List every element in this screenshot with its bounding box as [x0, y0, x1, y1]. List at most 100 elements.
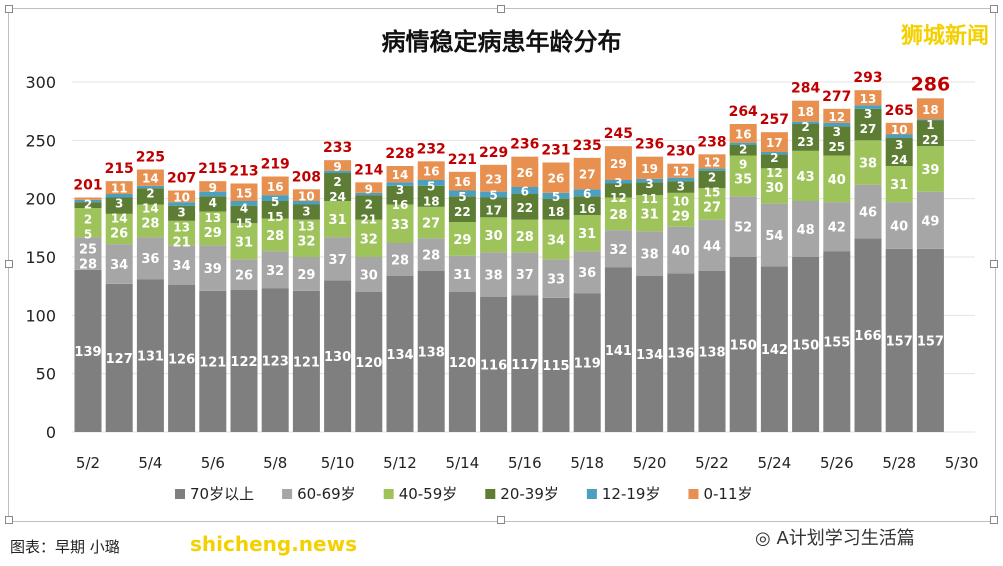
- segment-label: 24: [329, 190, 346, 204]
- bar-segment: [74, 269, 102, 432]
- resize-handle[interactable]: [497, 5, 505, 13]
- segment-label: 2: [770, 151, 778, 165]
- segment-label: 25: [79, 243, 97, 258]
- resize-handle[interactable]: [990, 5, 998, 13]
- bar-segment: [823, 202, 851, 252]
- total-label: 265: [885, 103, 914, 119]
- total-label: 235: [573, 138, 602, 154]
- segment-label: 16: [454, 175, 471, 189]
- segment-label: 37: [516, 268, 534, 283]
- segment-label: 32: [360, 232, 378, 247]
- bar-segment: [292, 290, 320, 432]
- segment-label: 5: [84, 228, 92, 242]
- bar-segment: [542, 219, 570, 260]
- segment-label: 5: [489, 189, 497, 203]
- segment-label: 138: [418, 346, 445, 361]
- bar-segment: [230, 205, 258, 224]
- bar-segment: [386, 243, 414, 276]
- resize-handle[interactable]: [5, 5, 13, 13]
- segment-label: 3: [614, 176, 622, 190]
- bar-segment: [604, 180, 632, 184]
- segment-label: 126: [168, 353, 195, 368]
- bar-segment: [760, 132, 788, 152]
- segment-label: 4: [209, 196, 217, 210]
- x-tick-label: 5/24: [758, 454, 792, 472]
- bar-segment: [542, 198, 570, 220]
- bar-segment: [417, 161, 445, 180]
- segment-label: 37: [329, 253, 347, 268]
- chart-title: 病情稳定病患年龄分布: [381, 28, 622, 56]
- total-label: 286: [911, 73, 951, 95]
- x-tick-label: 5/18: [570, 454, 604, 472]
- bar-segment: [698, 168, 726, 171]
- segment-label: 30: [765, 181, 783, 196]
- segment-label: 36: [578, 266, 596, 281]
- segment-label: 11: [641, 192, 658, 206]
- segment-label: 18: [922, 103, 939, 117]
- bar-segment: [636, 178, 664, 183]
- bar-segment: [417, 185, 445, 207]
- bar-segment: [573, 196, 601, 215]
- segment-label: 155: [823, 336, 850, 351]
- segment-label: 6: [583, 187, 591, 201]
- bar-segment: [760, 154, 788, 169]
- y-tick-label: 300: [25, 73, 56, 92]
- resize-handle[interactable]: [497, 516, 505, 524]
- segment-label: 11: [111, 182, 128, 196]
- bar-segment: [823, 126, 851, 156]
- segment-label: 34: [547, 234, 565, 249]
- bar-segment: [168, 205, 196, 221]
- bar-segment: [636, 231, 664, 276]
- bar-segment: [324, 201, 352, 238]
- bar-segment: [448, 196, 476, 222]
- bar-segment: [667, 181, 695, 193]
- segment-label: 31: [235, 235, 253, 250]
- bar-segment: [386, 275, 414, 432]
- bar-segment: [230, 201, 258, 206]
- watermark: 狮城新闻: [900, 24, 989, 49]
- bar-segment: [823, 122, 851, 127]
- y-tick-label: 50: [36, 365, 56, 384]
- total-label: 221: [448, 152, 477, 168]
- segment-label: 15: [236, 216, 253, 230]
- segment-label: 12: [672, 165, 689, 179]
- total-label: 257: [760, 112, 789, 128]
- bar-segment: [729, 142, 757, 145]
- legend-swatch: [282, 489, 293, 499]
- segment-label: 27: [422, 217, 440, 232]
- total-label: 236: [635, 137, 664, 153]
- resize-handle[interactable]: [990, 516, 998, 524]
- segment-label: 23: [485, 172, 502, 186]
- resize-handle[interactable]: [5, 516, 13, 524]
- x-tick-label: 5/4: [138, 454, 162, 472]
- bar-segment: [885, 166, 913, 203]
- segment-label: 28: [391, 253, 409, 268]
- total-label: 293: [853, 70, 882, 86]
- bar-segment: [792, 150, 820, 201]
- bar-segment: [261, 251, 289, 289]
- bar-segment: [261, 288, 289, 432]
- total-label: 231: [541, 143, 570, 159]
- bar-segment: [854, 184, 882, 239]
- bar-segment: [511, 252, 539, 296]
- segment-label: 3: [645, 177, 653, 191]
- bar-segment: [355, 195, 383, 220]
- legend-label: 20-39岁: [500, 485, 559, 503]
- segment-label: 15: [236, 186, 253, 200]
- segment-label: 12: [704, 155, 721, 169]
- resize-handle[interactable]: [5, 260, 13, 268]
- segment-label: 130: [324, 350, 351, 365]
- segment-label: 6: [521, 185, 529, 199]
- segment-label: 42: [828, 221, 846, 236]
- segment-label: 157: [886, 334, 913, 349]
- bar-segment: [448, 171, 476, 191]
- bar-segment: [854, 140, 882, 185]
- segment-label: 2: [146, 187, 154, 201]
- segment-label: 49: [921, 214, 939, 229]
- bar-segment: [168, 202, 196, 206]
- segment-label: 27: [860, 122, 877, 136]
- bar-segment: [729, 196, 757, 257]
- segment-label: 5: [458, 190, 466, 204]
- total-label: 229: [479, 145, 508, 161]
- resize-handle[interactable]: [990, 260, 998, 268]
